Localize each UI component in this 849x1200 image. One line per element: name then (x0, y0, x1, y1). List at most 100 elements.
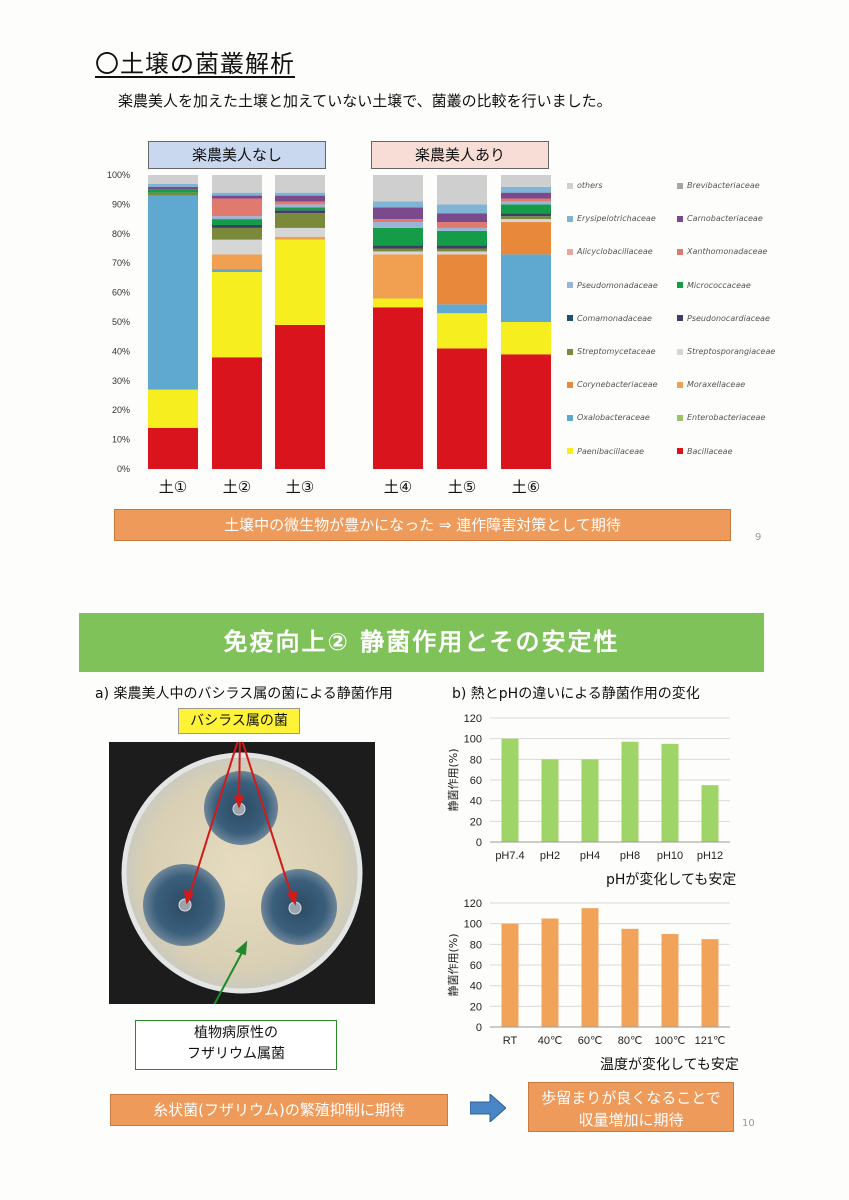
x-tick-label: 土① (159, 478, 187, 496)
bar-segment (373, 175, 423, 202)
legend-swatch (567, 248, 573, 255)
legend-item: others (567, 181, 602, 190)
bar-segment (373, 222, 423, 228)
legend-item: Oxalobacteraceae (567, 413, 650, 422)
bar-segment (148, 195, 198, 390)
legend-label: Xanthomonadaceae (687, 247, 768, 257)
x-tick-label: pH10 (657, 850, 683, 862)
expectation-banner-yield: 歩留まりが良くなることで 収量増加に期待 (528, 1082, 734, 1132)
group-label-without: 楽農美人なし (148, 141, 326, 169)
x-tick-label: 土⑥ (512, 478, 540, 496)
y-tick-label: 90% (112, 199, 130, 209)
bar-segment (212, 219, 262, 225)
legend-swatch (567, 282, 573, 289)
bar-segment (437, 222, 487, 228)
y-tick-label: 100 (464, 734, 482, 746)
x-tick-label: pH8 (620, 850, 640, 862)
legend-item: Carnobacteriaceae (677, 214, 763, 223)
y-tick-label: 10% (112, 435, 130, 445)
legend-label: Alicyclobacillaceae (577, 247, 653, 257)
petri-dish-image (109, 742, 375, 1004)
fusarium-label-line2: フザリウム属菌 (187, 1046, 285, 1062)
bar-segment (212, 254, 262, 270)
page-subtitle: 楽農美人を加えた土壌と加えていない土壌で、菌叢の比較を行いました。 (118, 92, 612, 110)
legend-swatch (677, 315, 683, 322)
page-title: 〇土壌の菌叢解析 (95, 50, 295, 78)
fusarium-label: 植物病原性の フザリウム属菌 (135, 1020, 337, 1070)
x-tick-label: 土④ (384, 478, 412, 496)
expectation-banner-fungus: 糸状菌(フザリウム)の繁殖抑制に期待 (110, 1094, 448, 1126)
legend-item: Bacillaceae (677, 447, 733, 456)
y-tick-label: 0% (117, 464, 130, 474)
bar-segment (212, 195, 262, 199)
bar-segment (437, 313, 487, 349)
bar (701, 785, 719, 842)
x-tick-label: 40℃ (538, 1035, 563, 1047)
y-tick-label: 0 (476, 837, 482, 849)
bar-segment (212, 175, 262, 193)
legend-label: Moraxellaceae (687, 380, 746, 390)
banner3-line1: 歩留まりが良くなることで (541, 1089, 721, 1107)
legend-item: Moraxellaceae (677, 380, 745, 389)
caption-a: a) 楽農美人中のバシラス属の菌による静菌作用 (95, 686, 393, 702)
fusarium-label-line1: 植物病原性の (194, 1025, 278, 1041)
legend-swatch (677, 282, 683, 289)
legend-item: Pseudonocardiaceae (677, 314, 770, 323)
y-tick-label: 60 (470, 775, 482, 787)
bar-segment (437, 213, 487, 223)
y-tick-label: 100% (107, 170, 130, 180)
legend-label: Streptosporangiaceae (687, 347, 776, 356)
bar-segment (437, 227, 487, 231)
bar-segment (275, 324, 325, 469)
caption-b: b) 熱とpHの違いによる静菌作用の変化 (452, 686, 700, 702)
bar-segment (437, 204, 487, 214)
x-tick-label: pH12 (697, 850, 723, 862)
legend-swatch (567, 348, 573, 355)
legend-swatch (567, 414, 573, 421)
bar-segment (212, 227, 262, 240)
y-tick-label: 100 (464, 919, 482, 931)
legend-swatch (677, 215, 683, 222)
bar (501, 923, 519, 1027)
bar (581, 908, 599, 1027)
y-tick-label: 40 (470, 981, 482, 993)
x-tick-label: pH2 (540, 850, 560, 862)
y-tick-label: 80 (470, 939, 482, 951)
legend-swatch (677, 182, 683, 189)
x-tick-label: 60℃ (578, 1035, 603, 1047)
legend-label: Enterobacteriaceae (687, 413, 766, 423)
y-tick-label: 50% (112, 317, 130, 327)
bar-segment (212, 192, 262, 196)
legend-label: Corynebacteriaceae (577, 380, 658, 390)
legend-label: Pseudonocardiaceae (687, 313, 770, 323)
bar-segment (275, 236, 325, 240)
bar-segment (275, 192, 325, 196)
bar-segment (373, 298, 423, 308)
bar-segment (501, 254, 551, 322)
bar-segment (501, 204, 551, 214)
bar-segment (148, 183, 198, 187)
bar-segment (212, 272, 262, 358)
temperature-bar-chart: 0 20 40 60 80 100 120 静菌作用(%) RT 40℃ 60℃ 80℃ 100℃ 121… (446, 898, 730, 1047)
bar-segment (148, 192, 198, 196)
legend-label: others (577, 181, 603, 190)
bar-segment (501, 219, 551, 223)
legend-item: Paenibacillaceae (567, 447, 644, 456)
bar-segment (373, 251, 423, 255)
bar-segment (437, 245, 487, 249)
bar (501, 738, 519, 842)
legend-swatch (567, 448, 573, 455)
legend-swatch (677, 348, 683, 355)
bar-segment (212, 224, 262, 228)
legend-label: Brevibacteriaceae (687, 181, 760, 190)
bar-segment (373, 227, 423, 246)
legend-swatch (567, 182, 573, 189)
bar-segment (148, 175, 198, 184)
bar-segment (275, 201, 325, 205)
y-tick-label: 30% (112, 376, 130, 386)
legend-label: Streptomycetaceae (577, 347, 656, 356)
legend-swatch (677, 248, 683, 255)
bar-segment (501, 201, 551, 205)
bar (621, 928, 639, 1027)
bar-segment (275, 213, 325, 228)
